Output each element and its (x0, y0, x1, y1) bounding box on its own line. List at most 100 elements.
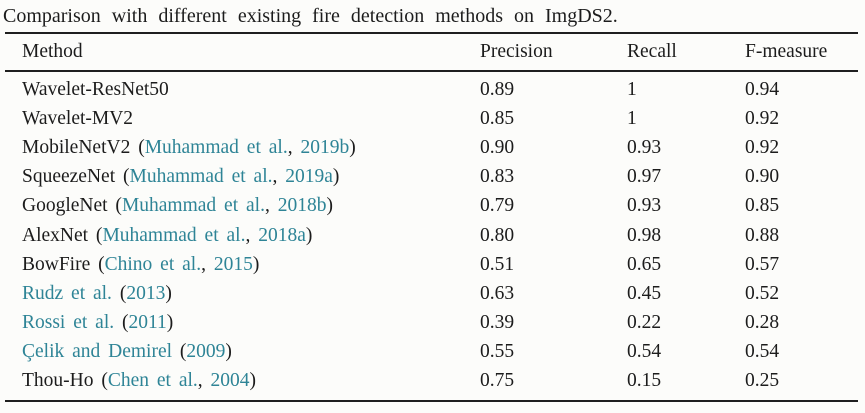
recall-cell: 0.98 (627, 224, 662, 246)
citation-link[interactable]: Rudz et al. (22, 282, 112, 304)
table-caption: Comparison with different existing fire … (3, 5, 618, 27)
method-text: , (197, 370, 211, 392)
f-measure-cell: 0.25 (745, 370, 780, 392)
method-cell: Rossi et al. (2011) (22, 312, 480, 334)
method-cell: Rudz et al. (2013) (22, 283, 480, 305)
method-text: ) (249, 370, 257, 392)
method-cell: GoogleNet (Muhammad et al., 2018b) (22, 195, 480, 217)
precision-cell: 0.79 (480, 195, 515, 217)
recall-cell: 0.93 (627, 136, 662, 158)
citation-link[interactable]: Rossi et al. (22, 312, 115, 334)
citation-link[interactable]: 2015 (213, 253, 253, 275)
recall-cell: 0.45 (627, 282, 662, 304)
column-header-method: Method (22, 41, 83, 62)
method-cell: Thou-Ho (Chen et al., 2004) (22, 370, 480, 392)
citation-link[interactable]: 2018a (258, 224, 306, 246)
precision-cell: 0.51 (480, 253, 515, 275)
table-row: Rossi et al. (2011) 0.39 0.22 0.28 (5, 309, 858, 338)
method-text: AlexNet ( (22, 224, 103, 246)
precision-cell: 0.83 (480, 166, 515, 188)
precision-cell: 0.80 (480, 224, 515, 246)
citation-link[interactable]: 2009 (186, 341, 226, 363)
method-text: ) (305, 224, 313, 246)
f-measure-cell: 0.57 (745, 253, 780, 275)
method-text: MobileNetV2 ( (22, 136, 145, 158)
method-cell: BowFire (Chino et al., 2015) (22, 254, 480, 276)
f-measure-cell: 0.88 (745, 224, 780, 246)
method-text: Wavelet-ResNet50 (22, 78, 169, 100)
citation-link[interactable]: Chen et al. (107, 370, 198, 392)
precision-cell: 0.90 (480, 136, 515, 158)
column-header-f-measure: F-measure (745, 41, 828, 62)
recall-cell: 0.54 (627, 341, 662, 363)
citation-link[interactable]: Muhammad et al. (102, 224, 246, 246)
f-measure-cell: 0.92 (745, 136, 780, 158)
precision-cell: 0.39 (480, 312, 515, 334)
method-text: ) (225, 341, 232, 363)
method-text: Thou-Ho ( (22, 370, 108, 392)
f-measure-cell: 0.92 (745, 107, 780, 129)
method-text: , (287, 136, 301, 158)
comparison-table: Method Precision Recall F-measure Wavele… (5, 32, 858, 403)
precision-cell: 0.63 (480, 282, 515, 304)
table-row: Rudz et al. (2013) 0.63 0.45 0.52 (5, 279, 858, 308)
citation-link[interactable]: Çelik and Demirel (22, 341, 173, 363)
citation-link[interactable]: Chino et al. (104, 253, 202, 275)
method-text: ) (165, 282, 172, 304)
method-text: , (245, 224, 259, 246)
method-cell: Çelik and Demirel (2009) (22, 341, 480, 363)
table-row: AlexNet (Muhammad et al., 2018a) 0.80 0.98… (5, 221, 858, 250)
precision-cell: 0.85 (480, 107, 515, 129)
precision-cell: 0.55 (480, 341, 515, 363)
method-text: BowFire ( (22, 253, 105, 275)
table-row: Thou-Ho (Chen et al., 2004) 0.75 0.15 0.25 (5, 367, 858, 396)
method-text: Wavelet-MV2 (22, 107, 134, 129)
f-measure-cell: 0.90 (745, 166, 780, 188)
citation-link[interactable]: 2018b (277, 195, 327, 217)
method-text: ) (326, 195, 333, 217)
table-row: MobileNetV2 (Muhammad et al., 2019b) 0.90… (5, 133, 858, 162)
method-text: ) (166, 312, 174, 334)
citation-link[interactable]: 2011 (128, 312, 167, 334)
method-cell: Wavelet-MV2 (22, 108, 480, 130)
citation-link[interactable]: 2019a (285, 166, 333, 188)
table-row: Çelik and Demirel (2009) 0.55 0.54 0.54 (5, 338, 858, 367)
citation-link[interactable]: 2019b (300, 136, 350, 158)
table-row: GoogleNet (Muhammad et al., 2018b) 0.79 0.… (5, 192, 858, 221)
recall-cell: 0.97 (627, 166, 662, 188)
method-cell: SqueezeNet (Muhammad et al., 2019a) (22, 166, 480, 188)
method-text: ( (111, 282, 127, 304)
method-cell: Wavelet-ResNet50 (22, 79, 480, 101)
method-text: , (272, 166, 286, 188)
table-row: Wavelet-ResNet50 0.89 1 0.94 (5, 75, 858, 104)
method-text: ( (114, 312, 129, 334)
method-text: ) (252, 253, 260, 275)
precision-cell: 0.75 (480, 370, 515, 392)
table-body: Wavelet-ResNet50 0.89 1 0.94 Wavelet-MV2 0.85… (5, 72, 858, 403)
f-measure-cell: 0.85 (745, 195, 780, 217)
citation-link[interactable]: Muhammad et al. (144, 136, 288, 158)
citation-link[interactable]: 2013 (126, 282, 166, 304)
method-text: ) (332, 166, 340, 188)
method-text: SqueezeNet ( (22, 166, 130, 188)
method-text: GoogleNet ( (22, 195, 122, 217)
recall-cell: 0.22 (627, 312, 662, 334)
citation-link[interactable]: 2004 (210, 370, 250, 392)
table-row: Wavelet-MV2 0.85 1 0.92 (5, 104, 858, 133)
recall-cell: 1 (627, 107, 637, 129)
column-header-precision: Precision (480, 41, 553, 62)
recall-cell: 0.15 (627, 370, 662, 392)
f-measure-cell: 0.52 (745, 282, 780, 304)
table-header-row: Method Precision Recall F-measure (5, 34, 858, 72)
citation-link[interactable]: Muhammad et al. (129, 166, 273, 188)
recall-cell: 0.65 (627, 253, 662, 275)
method-text: , (201, 253, 214, 275)
table-row: BowFire (Chino et al., 2015) 0.51 0.65 0.57 (5, 250, 858, 279)
citation-link[interactable]: Muhammad et al. (121, 195, 265, 217)
method-cell: MobileNetV2 (Muhammad et al., 2019b) (22, 137, 480, 159)
recall-cell: 1 (627, 78, 637, 100)
f-measure-cell: 0.54 (745, 341, 780, 363)
f-measure-cell: 0.28 (745, 312, 780, 334)
precision-cell: 0.89 (480, 78, 515, 100)
